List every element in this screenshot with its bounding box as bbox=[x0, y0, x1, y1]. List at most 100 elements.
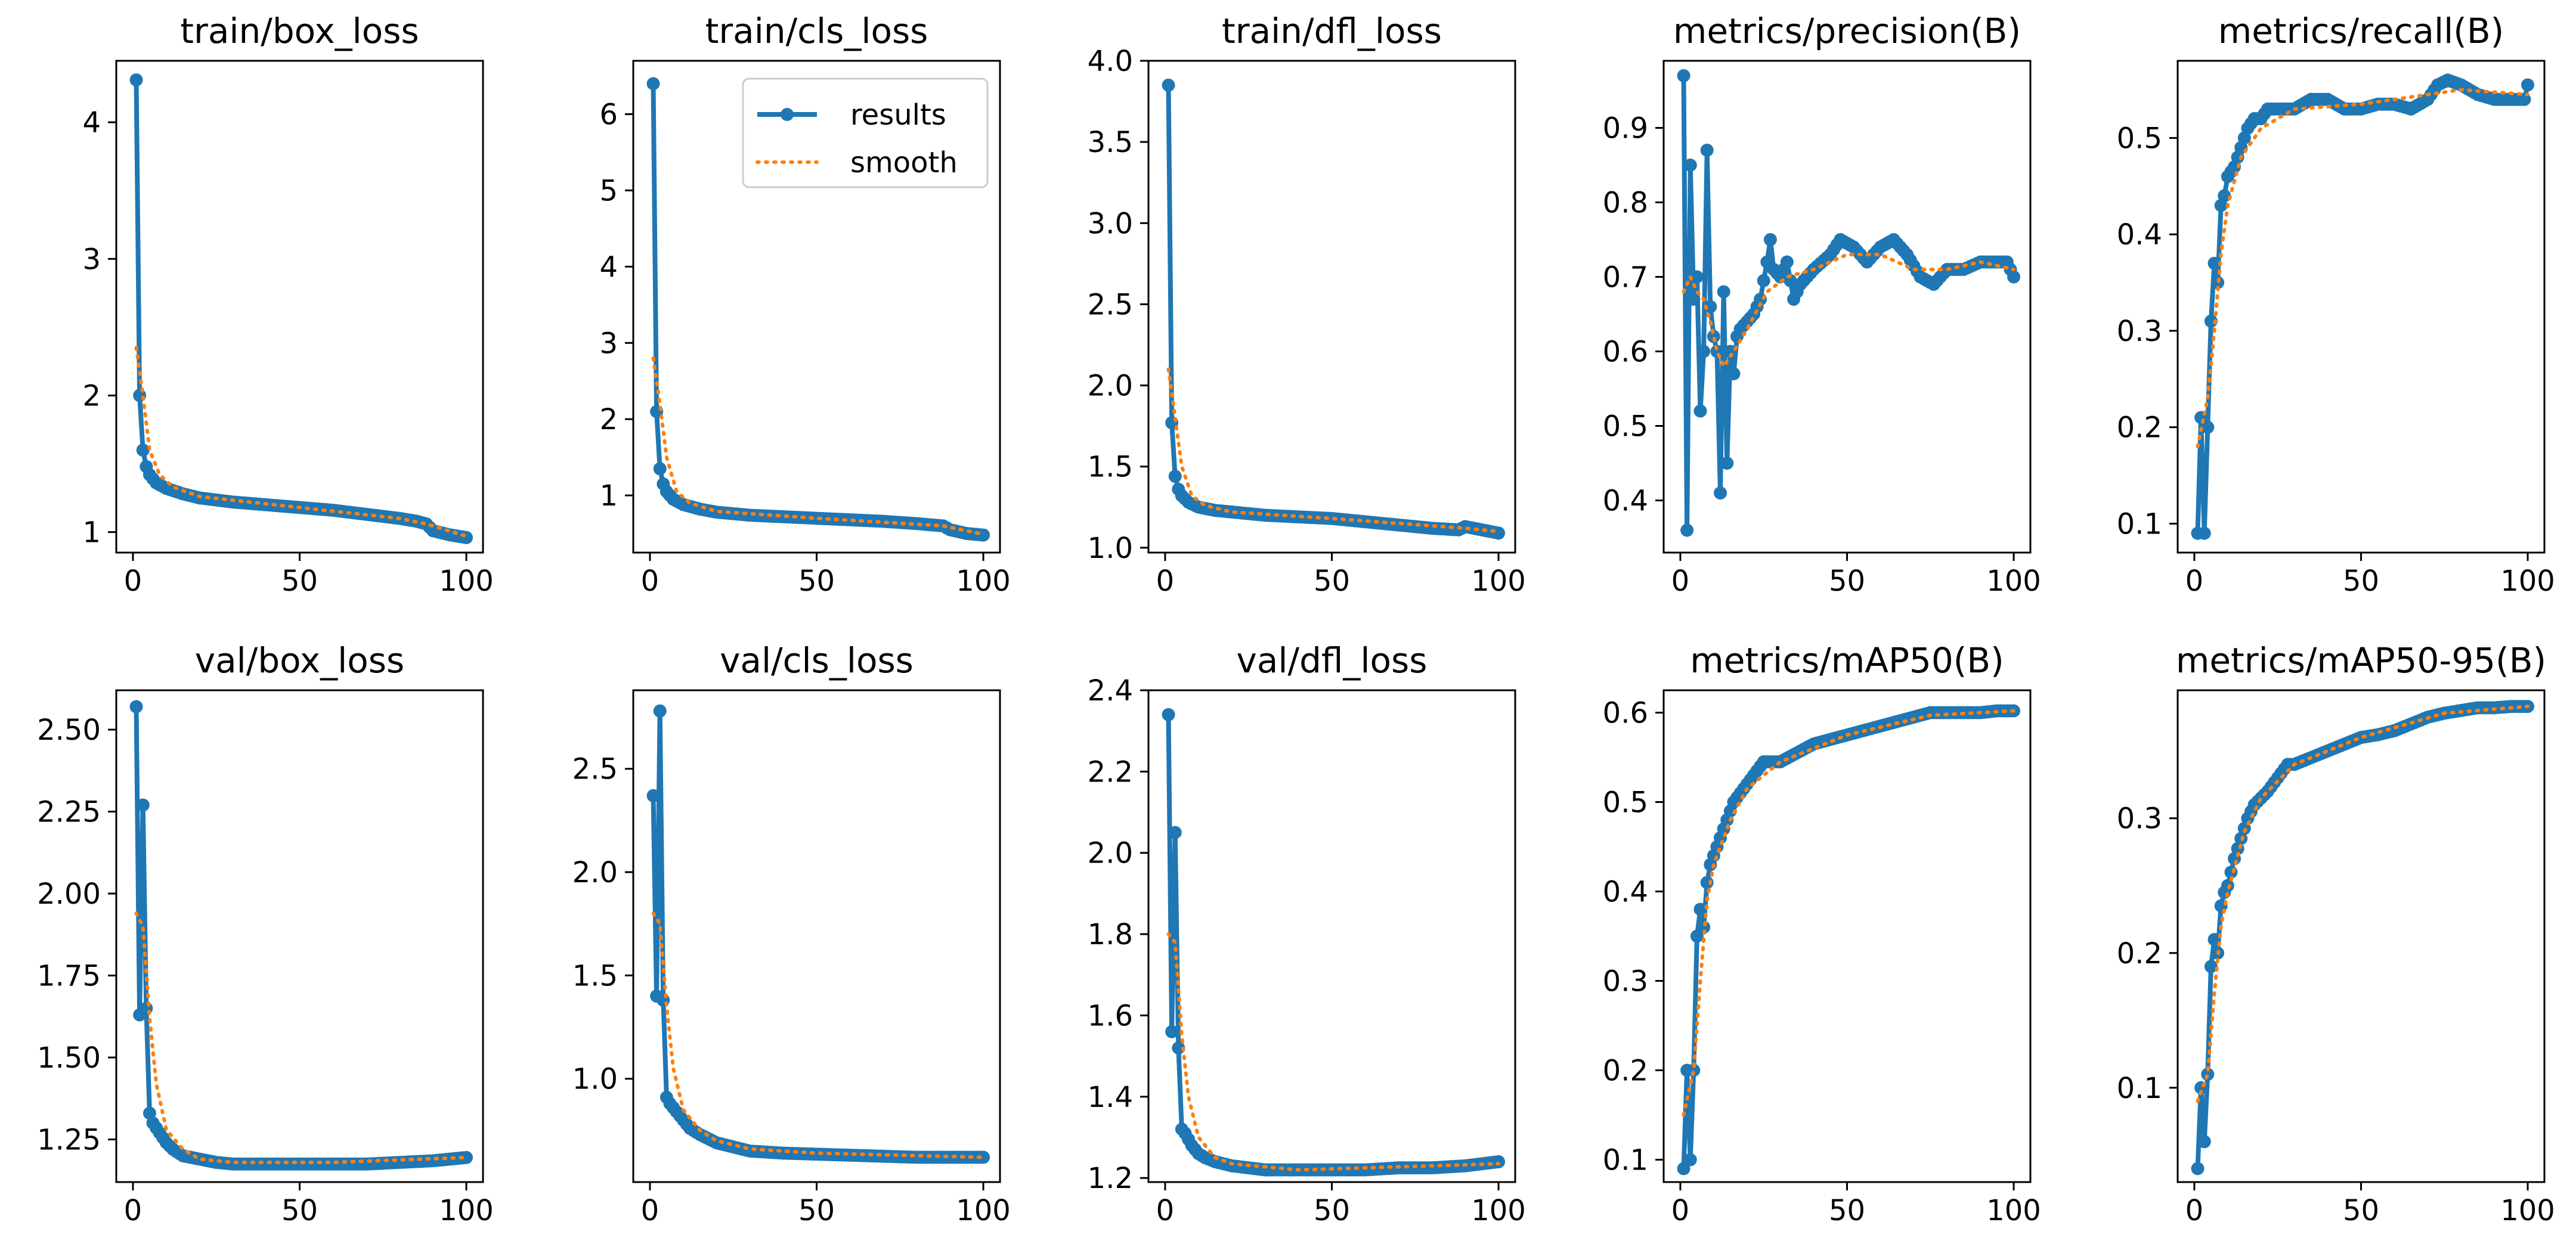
results-point bbox=[1162, 708, 1175, 721]
y-tick-label: 2 bbox=[82, 379, 101, 413]
x-tick-label: 50 bbox=[1314, 1194, 1350, 1227]
results-point bbox=[1707, 330, 1720, 343]
results-point bbox=[1700, 144, 1714, 157]
chart-title: val/box_loss bbox=[195, 640, 404, 681]
x-tick-label: 100 bbox=[1986, 565, 2041, 598]
results-point bbox=[1763, 233, 1777, 246]
smooth-line bbox=[651, 911, 985, 1159]
chart-title: metrics/mAP50(B) bbox=[1690, 640, 2004, 681]
y-tick-label: 4.0 bbox=[1088, 45, 1133, 78]
results-point bbox=[1162, 78, 1175, 92]
results-point bbox=[136, 443, 150, 457]
results-point bbox=[1492, 526, 1506, 540]
results-point bbox=[1757, 274, 1770, 287]
panel-metrics-precision-b: metrics/precision(B) 0 50 100 0.4 0.5 0.6 0.7 0.… bbox=[1603, 11, 2041, 598]
y-tick-label: 3.5 bbox=[1088, 126, 1133, 159]
y-tick-label: 4 bbox=[599, 250, 618, 284]
results-point bbox=[653, 462, 667, 476]
results-point bbox=[2521, 78, 2535, 92]
results-point bbox=[1165, 1025, 1179, 1038]
chart-title: train/cls_loss bbox=[705, 11, 928, 51]
panel-train-box-loss: train/box_loss 0 50 100 1 2 3 4 bbox=[82, 11, 493, 598]
results-point bbox=[1168, 826, 1182, 839]
panel-train-cls-loss: train/cls_loss 0 50 100 1 2 3 4 5 6 results smooth bbox=[599, 11, 1010, 598]
y-tick-label: 2.00 bbox=[37, 877, 101, 911]
legend-results-marker bbox=[781, 108, 794, 121]
y-tick-label: 1.2 bbox=[1088, 1162, 1133, 1195]
y-tick-label: 0.4 bbox=[1603, 876, 1648, 909]
chart-title: train/box_loss bbox=[180, 11, 419, 51]
x-tick-label: 100 bbox=[2500, 1194, 2555, 1227]
y-tick-label: 1.0 bbox=[1088, 532, 1133, 565]
y-tick-label: 1.5 bbox=[572, 959, 618, 993]
y-tick-label: 2.2 bbox=[1088, 755, 1133, 789]
x-tick-label: 100 bbox=[439, 565, 494, 598]
legend-smooth-label: smooth bbox=[850, 146, 958, 179]
y-tick-label: 0.4 bbox=[2117, 218, 2162, 252]
x-tick-label: 0 bbox=[124, 1194, 143, 1227]
y-tick-label: 0.3 bbox=[1603, 965, 1648, 998]
results-point bbox=[2007, 270, 2021, 284]
results-point bbox=[653, 704, 667, 718]
x-tick-label: 50 bbox=[2343, 1194, 2379, 1227]
y-tick-label: 2.5 bbox=[1088, 288, 1133, 321]
y-tick-label: 0.3 bbox=[2117, 315, 2162, 348]
results-point bbox=[1492, 1155, 1506, 1168]
x-tick-label: 50 bbox=[1314, 565, 1350, 598]
panel-metrics-map50-95-b: metrics/mAP50-95(B) 0 50 100 0.1 0.2 0.3 bbox=[2117, 640, 2555, 1227]
y-tick-label: 3.0 bbox=[1088, 207, 1133, 240]
y-tick-label: 2.0 bbox=[1088, 837, 1133, 870]
y-tick-label: 3 bbox=[599, 327, 618, 360]
chart-title: val/cls_loss bbox=[720, 640, 914, 681]
results-point bbox=[1690, 929, 1704, 943]
y-tick-label: 0.2 bbox=[2117, 411, 2162, 445]
panel-metrics-map50-b: metrics/mAP50(B) 0 50 100 0.1 0.2 0.3 0.4 0.5 0.6 bbox=[1603, 640, 2041, 1227]
results-point bbox=[2197, 526, 2211, 540]
x-tick-label: 0 bbox=[2185, 1194, 2204, 1227]
y-tick-label: 1.25 bbox=[37, 1124, 101, 1157]
results-point bbox=[1693, 404, 1707, 418]
panel-val-dfl-loss: val/dfl_loss 0 50 100 1.2 1.4 1.6 1.8 2.0 2.2 2.4 bbox=[1088, 640, 1526, 1227]
x-tick-label: 50 bbox=[2343, 565, 2379, 598]
x-tick-label: 100 bbox=[956, 565, 1011, 598]
x-tick-label: 50 bbox=[1829, 1194, 1865, 1227]
smooth-line bbox=[134, 346, 468, 538]
chart-title: metrics/precision(B) bbox=[1673, 11, 2021, 51]
results-point bbox=[129, 700, 143, 714]
y-tick-label: 0.5 bbox=[2117, 122, 2162, 155]
chart-title: metrics/recall(B) bbox=[2218, 11, 2504, 51]
y-tick-label: 3 bbox=[82, 243, 101, 276]
results-point bbox=[1704, 300, 1717, 314]
y-tick-label: 2.50 bbox=[37, 714, 101, 747]
y-tick-label: 1.8 bbox=[1088, 918, 1133, 951]
y-tick-label: 2.5 bbox=[572, 753, 618, 786]
results-point bbox=[1780, 255, 1794, 269]
results-point bbox=[1687, 293, 1701, 306]
results-point bbox=[1172, 1041, 1185, 1054]
x-tick-label: 0 bbox=[641, 565, 660, 598]
x-tick-label: 50 bbox=[281, 565, 318, 598]
results-point bbox=[2201, 1068, 2215, 1081]
x-tick-label: 50 bbox=[798, 1194, 835, 1227]
results-point bbox=[2207, 256, 2221, 270]
x-tick-label: 0 bbox=[1156, 565, 1175, 598]
y-tick-label: 1.5 bbox=[1088, 451, 1133, 484]
y-tick-label: 0.4 bbox=[1603, 485, 1648, 518]
smooth-line bbox=[1682, 253, 2015, 370]
panel-train-dfl-loss: train/dfl_loss 0 50 100 1.0 1.5 2.0 2.5 3.0 3.5 4.… bbox=[1088, 11, 1526, 598]
results-point bbox=[1727, 367, 1741, 380]
panel-metrics-recall-b: metrics/recall(B) 0 50 100 0.1 0.2 0.3 0.4 0.5 bbox=[2117, 11, 2555, 598]
x-tick-label: 50 bbox=[798, 565, 835, 598]
x-tick-label: 100 bbox=[956, 1194, 1011, 1227]
results-point bbox=[2221, 879, 2234, 892]
x-tick-label: 0 bbox=[1671, 1194, 1690, 1227]
results-point bbox=[2191, 1162, 2205, 1176]
results-point bbox=[977, 528, 990, 542]
results-point bbox=[143, 1106, 156, 1120]
results-point bbox=[1700, 876, 1714, 889]
y-tick-label: 1.50 bbox=[37, 1041, 101, 1075]
y-tick-label: 1 bbox=[82, 516, 101, 550]
results-point bbox=[460, 531, 473, 544]
